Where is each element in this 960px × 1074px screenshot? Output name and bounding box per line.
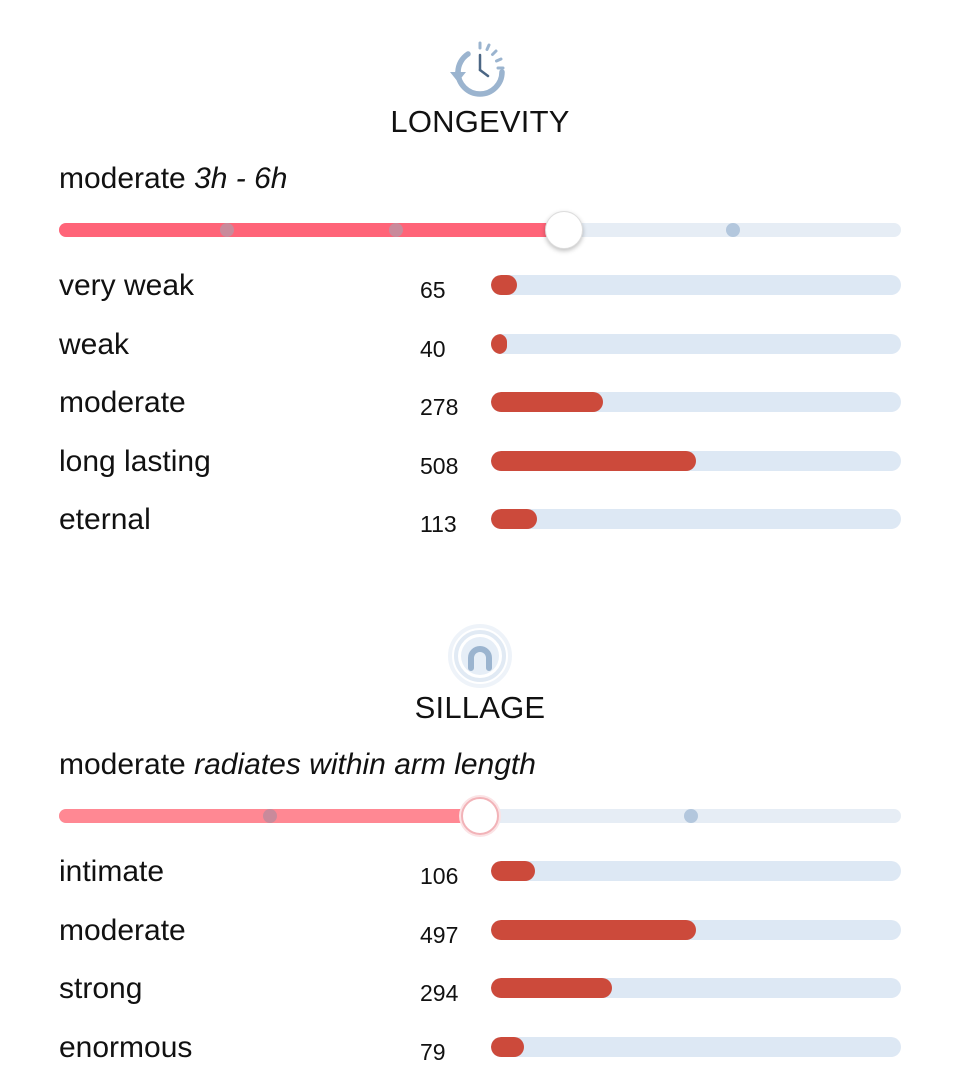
slider-step-marker bbox=[725, 223, 740, 237]
vote-bar bbox=[491, 978, 901, 999]
vote-label: strong bbox=[59, 972, 143, 1006]
vote-label: intimate bbox=[59, 855, 165, 888]
vote-bar bbox=[491, 509, 901, 530]
vote-bar bbox=[491, 919, 901, 940]
vote-row[interactable]: weak 40 bbox=[0, 325, 960, 365]
section-title: LONGEVITY bbox=[390, 104, 570, 139]
vote-bar-fill bbox=[491, 978, 613, 999]
vote-bar bbox=[491, 861, 901, 881]
slider-thumb[interactable] bbox=[545, 211, 584, 249]
vote-row[interactable]: moderate 278 bbox=[0, 383, 960, 423]
vote-bar-fill bbox=[491, 509, 537, 530]
summary-value: moderate bbox=[59, 162, 186, 195]
vote-bar bbox=[491, 392, 901, 413]
vote-label: eternal bbox=[59, 503, 151, 537]
vote-bar-fill bbox=[491, 1036, 524, 1057]
vote-label: weak bbox=[59, 327, 130, 361]
longevity-slider[interactable] bbox=[59, 210, 901, 250]
slider-step-marker bbox=[220, 223, 235, 237]
vote-row[interactable]: enormous 79 bbox=[0, 1028, 960, 1068]
vote-count: 278 bbox=[420, 394, 459, 421]
vote-row[interactable]: strong 294 bbox=[0, 969, 960, 1009]
vote-count: 40 bbox=[420, 335, 446, 362]
vote-bar-fill bbox=[491, 861, 535, 881]
vote-row[interactable]: moderate 497 bbox=[0, 911, 960, 951]
vote-label: very weak bbox=[59, 269, 195, 302]
vote-count: 294 bbox=[420, 980, 459, 1007]
summary-description: radiates within arm length bbox=[194, 748, 536, 781]
vote-bar bbox=[491, 450, 901, 471]
clock-rotate-icon bbox=[450, 41, 505, 97]
vote-row[interactable]: eternal 113 bbox=[0, 500, 960, 540]
vote-count: 113 bbox=[420, 511, 457, 538]
vote-bar-fill bbox=[491, 450, 696, 471]
vote-bar-fill bbox=[491, 275, 518, 295]
vote-label: moderate bbox=[59, 386, 186, 420]
vote-label: long lasting bbox=[59, 444, 211, 478]
vote-bar-fill bbox=[491, 392, 604, 413]
slider-fill bbox=[59, 223, 565, 237]
vote-bar bbox=[491, 275, 901, 295]
vote-bar-fill bbox=[491, 919, 696, 940]
vote-label: enormous bbox=[59, 1030, 193, 1064]
vote-row[interactable]: very weak 65 bbox=[0, 266, 960, 306]
sillage-person-icon bbox=[448, 624, 512, 688]
vote-label: moderate bbox=[59, 913, 186, 947]
vote-count: 508 bbox=[420, 452, 459, 479]
slider-thumb[interactable] bbox=[461, 797, 499, 835]
vote-count: 79 bbox=[420, 1038, 446, 1065]
vote-row[interactable]: intimate 106 bbox=[0, 852, 960, 892]
summary-text: moderate 3h - 6h bbox=[59, 162, 288, 196]
slider-step-marker bbox=[683, 809, 698, 823]
vote-count: 497 bbox=[420, 921, 459, 948]
summary-description: 3h - 6h bbox=[194, 162, 288, 195]
vote-bar bbox=[491, 1036, 901, 1057]
summary-text: moderate radiates within arm length bbox=[59, 748, 536, 782]
vote-bar bbox=[491, 333, 901, 354]
vote-count: 106 bbox=[420, 863, 459, 889]
vote-bar-fill bbox=[491, 333, 508, 354]
slider-step-marker bbox=[388, 223, 403, 237]
slider-step-marker bbox=[262, 809, 277, 823]
summary-value: moderate bbox=[59, 748, 186, 781]
vote-count: 65 bbox=[420, 277, 446, 303]
vote-row[interactable]: long lasting 508 bbox=[0, 442, 960, 482]
sillage-slider[interactable] bbox=[59, 796, 901, 836]
section-title: SILLAGE bbox=[414, 690, 546, 725]
